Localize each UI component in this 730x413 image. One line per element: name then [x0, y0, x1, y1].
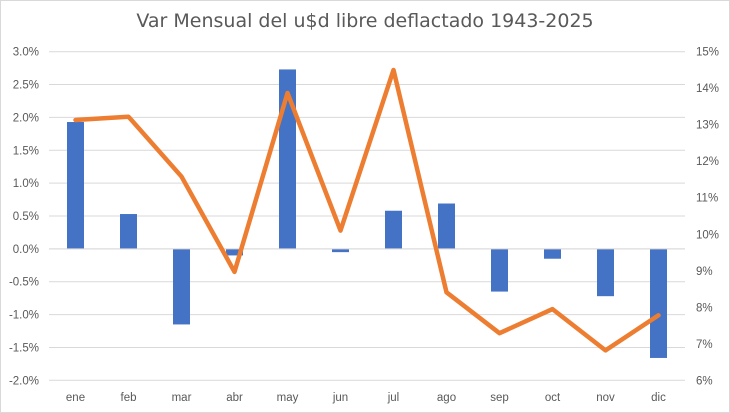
y-left-tick-label: 2.5% — [13, 80, 39, 92]
y-left-tick-label: -1.5% — [9, 342, 39, 354]
bar-nov — [597, 248, 614, 297]
y-left-tick-label: 0.0% — [13, 244, 39, 256]
x-tick-label: may — [277, 392, 299, 404]
x-tick-label: mar — [172, 392, 192, 404]
y-left-tick-label: 2.0% — [13, 112, 39, 124]
bar-ago — [438, 203, 455, 249]
bar-oct — [544, 248, 561, 259]
y-right-tick-label: 13% — [696, 120, 719, 132]
chart-title: Var Mensual del u$d libre deflactado 194… — [136, 10, 594, 32]
y-left-tick-label: -0.5% — [9, 277, 39, 289]
bar-jun — [332, 248, 349, 253]
bar-dic — [650, 248, 667, 358]
bar-jul — [385, 210, 402, 249]
y-left-tick-label: -1.0% — [9, 310, 39, 322]
x-tick-label: abr — [226, 392, 243, 404]
x-tick-label: ene — [66, 392, 85, 404]
x-tick-label: jul — [387, 392, 400, 404]
y-left-tick-label: -2.0% — [9, 375, 39, 387]
bar-sep — [491, 248, 508, 292]
y-right-tick-label: 14% — [696, 83, 719, 95]
bar-feb — [120, 214, 137, 249]
x-tick-label: oct — [545, 392, 561, 404]
x-tick-label: feb — [121, 392, 137, 404]
y-left-tick-label: 1.5% — [13, 145, 39, 157]
y-right-tick-label: 6% — [696, 375, 713, 387]
x-tick-label: ago — [437, 392, 456, 404]
y-right-tick-label: 12% — [696, 156, 719, 168]
bar-ene — [67, 122, 84, 249]
y-left-tick-label: 0.5% — [13, 211, 39, 223]
y-left-tick-label: 1.0% — [13, 178, 39, 190]
y-right-tick-label: 11% — [696, 193, 718, 205]
line-series — [73, 67, 661, 353]
y-right-tick-label: 10% — [696, 229, 719, 241]
x-tick-label: sep — [490, 392, 509, 404]
y-right-tick-label: 8% — [696, 302, 713, 314]
bar-abr — [226, 248, 243, 256]
bar-mar — [173, 248, 190, 325]
y-right-tick-label: 7% — [696, 339, 713, 351]
y-left-tick-label: 3.0% — [13, 47, 39, 59]
y-right-tick-label: 15% — [696, 47, 719, 59]
y-right-tick-label: 9% — [696, 266, 713, 278]
x-tick-label: nov — [596, 392, 615, 404]
x-tick-label: dic — [651, 392, 666, 404]
x-tick-label: jun — [332, 392, 348, 404]
